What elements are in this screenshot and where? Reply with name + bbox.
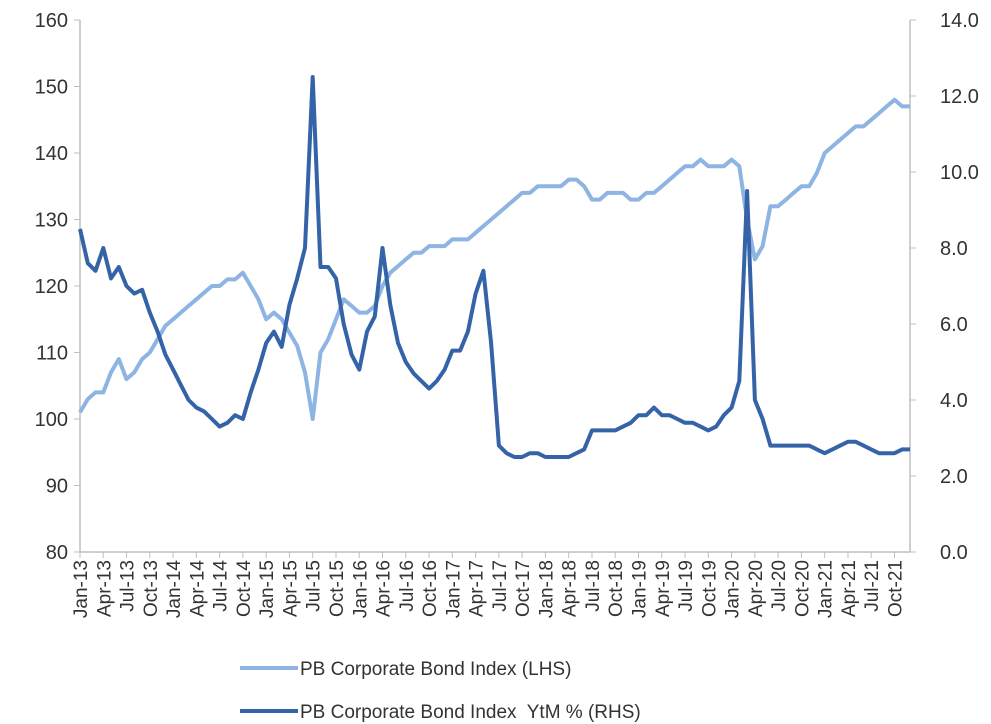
y2-tick-label: 0.0 [940,542,968,564]
x-tick-label: Jul-15 [304,560,325,612]
y2-tick-label: 4.0 [940,390,968,412]
x-tick-label: Jan-20 [723,560,744,618]
x-tick-label: Oct-13 [141,560,162,617]
x-tick-label: Jul-17 [490,560,511,612]
x-tick-label: Jan-13 [71,560,92,618]
x-tick-label: Jul-19 [676,560,697,612]
y-tick-label: 100 [35,409,68,431]
y-tick-label: 150 [35,77,68,99]
x-tick-label: Apr-21 [839,560,860,617]
y2-tick-label: 10.0 [940,162,979,184]
x-tick-label: Jul-20 [769,560,790,612]
y-tick-label: 90 [46,476,68,498]
x-tick-label: Jul-13 [118,560,139,612]
x-tick-label: Apr-20 [746,560,767,617]
x-tick-label: Apr-15 [280,560,301,617]
series-line [78,75,910,459]
x-tick-label: Jan-15 [257,560,278,618]
series-line [78,97,910,421]
x-tick-label: Jul-21 [862,560,883,612]
x-tick-label: Apr-18 [560,560,581,617]
y-tick-label: 80 [46,542,68,564]
x-tick-label: Jan-19 [630,560,651,618]
x-tick-label: Oct-16 [420,560,441,617]
x-tick-label: Oct-14 [234,560,255,617]
x-tick-label: Oct-21 [885,560,906,617]
y-tick-label: 110 [36,343,68,365]
x-tick-label: Jan-21 [816,560,837,618]
x-tick-label: Apr-19 [653,560,674,617]
x-tick-label: Jul-18 [583,560,604,612]
x-tick-label: Oct-15 [327,560,348,617]
y-tick-label: 160 [35,10,68,32]
x-tick-label: Apr-13 [94,560,115,617]
x-tick-label: Jan-18 [536,560,557,618]
x-tick-label: Apr-16 [374,560,395,617]
y-tick-label: 140 [35,143,68,165]
legend-label: PB Corporate Bond Index YtM % (RHS) [300,702,641,723]
x-tick-label: Oct-17 [513,560,534,617]
x-tick-label: Jan-16 [350,560,371,618]
y2-tick-label: 14.0 [940,10,979,32]
x-tick-label: Oct-19 [699,560,720,617]
x-tick-label: Jul-14 [211,560,232,612]
y2-tick-label: 2.0 [940,466,968,488]
x-tick-label: Oct-20 [792,560,813,617]
y2-tick-label: 12.0 [940,86,979,108]
y2-tick-label: 8.0 [940,238,968,260]
x-tick-label: Oct-18 [606,560,627,617]
x-tick-label: Jan-14 [164,560,185,619]
x-tick-label: Jul-16 [397,560,418,612]
legend-label: PB Corporate Bond Index (LHS) [300,659,571,680]
x-tick-label: Apr-17 [467,560,488,617]
y-tick-label: 120 [35,276,68,298]
y-tick-label: 130 [35,210,68,232]
x-tick-label: Apr-14 [187,560,208,617]
x-tick-label: Jan-17 [443,560,464,618]
y2-tick-label: 6.0 [940,314,968,336]
